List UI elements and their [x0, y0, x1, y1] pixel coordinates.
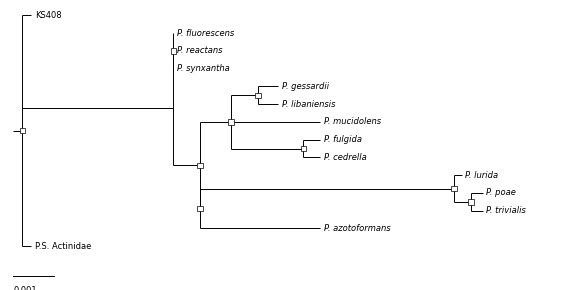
Bar — [228, 119, 234, 125]
Text: P. poae: P. poae — [486, 188, 516, 197]
Text: P. libaniensis: P. libaniensis — [282, 100, 336, 109]
Bar — [451, 186, 457, 191]
Text: P. mucidolens: P. mucidolens — [324, 117, 381, 126]
Bar — [171, 48, 176, 54]
Text: P. fluorescens: P. fluorescens — [177, 29, 234, 38]
Bar — [301, 146, 306, 151]
Text: P.S. Actinidae: P.S. Actinidae — [35, 242, 91, 251]
Text: P. azotoformans: P. azotoformans — [324, 224, 391, 233]
Bar — [468, 199, 474, 204]
Text: P. lurida: P. lurida — [466, 171, 498, 180]
Text: P. fulgida: P. fulgida — [324, 135, 362, 144]
Text: P. gessardii: P. gessardii — [282, 82, 329, 91]
Text: P. reactans: P. reactans — [177, 46, 223, 55]
Bar — [256, 93, 261, 98]
Text: 0.001: 0.001 — [13, 286, 37, 290]
Bar — [197, 206, 202, 211]
Bar — [197, 162, 202, 168]
Text: P. trivialis: P. trivialis — [486, 206, 526, 215]
Bar — [19, 128, 26, 133]
Text: P. cedrella: P. cedrella — [324, 153, 367, 162]
Text: KS408: KS408 — [35, 11, 62, 20]
Text: P. synxantha: P. synxantha — [177, 64, 230, 73]
